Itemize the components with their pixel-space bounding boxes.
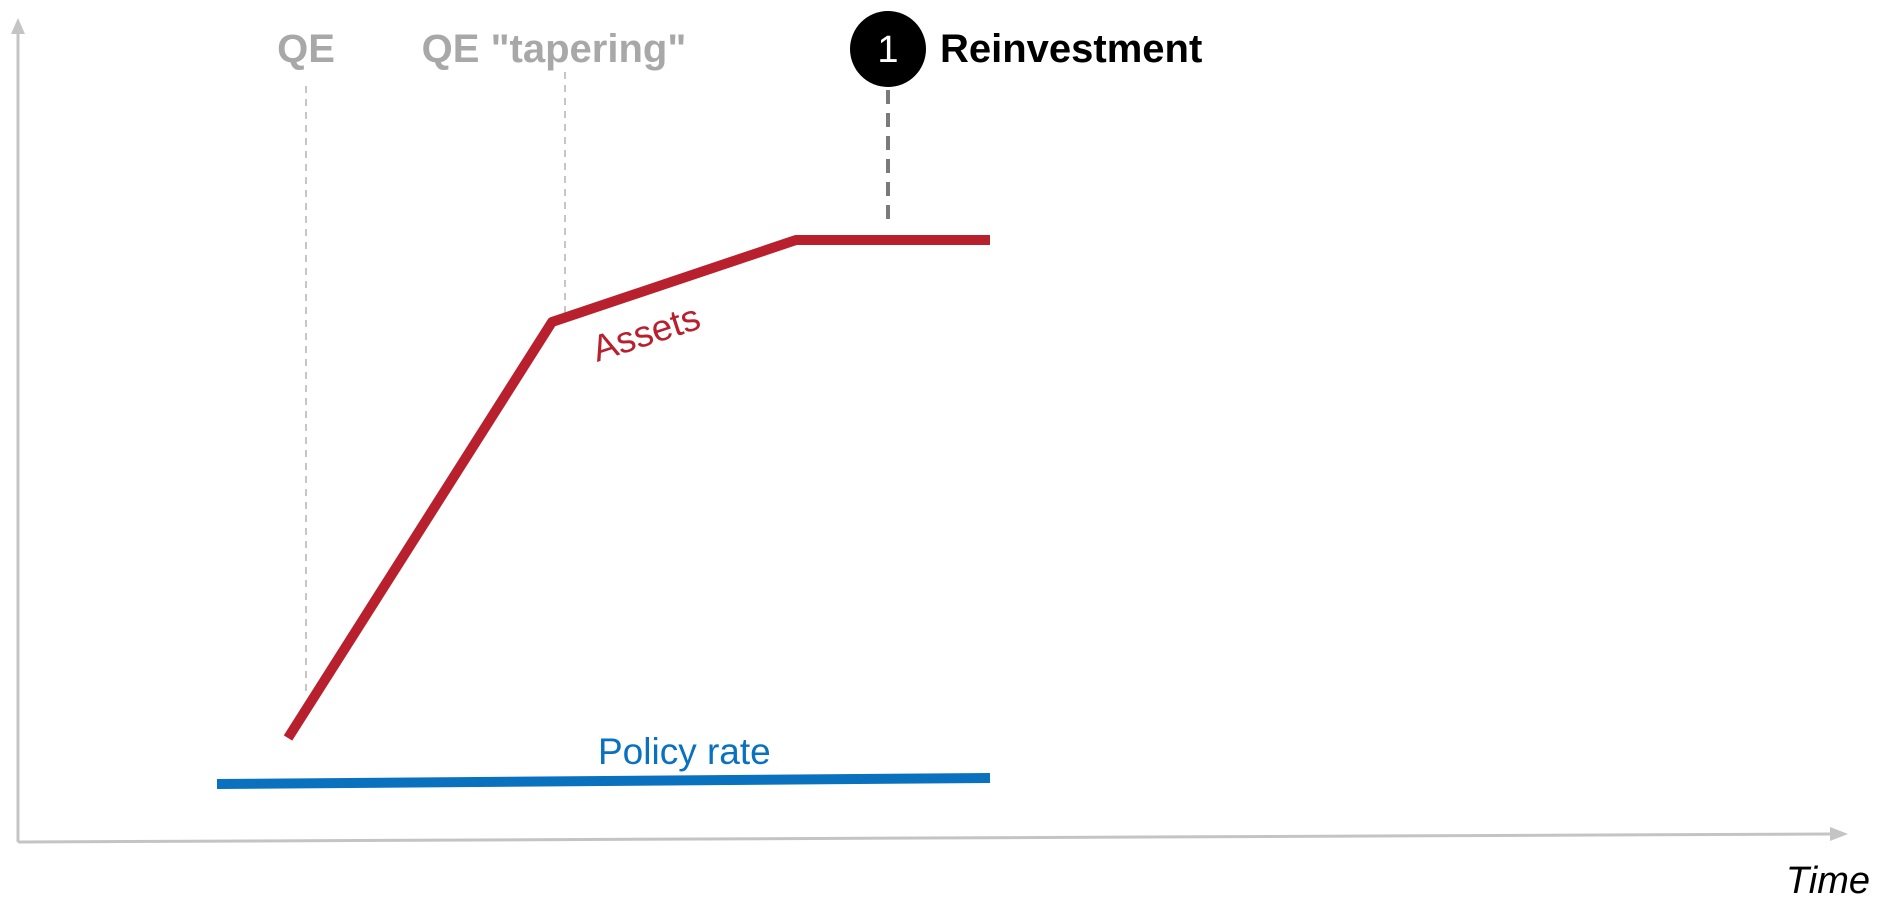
qe-label: QE [277, 27, 335, 71]
reinvestment-badge: 1 [850, 11, 926, 87]
y-axis-arrow-icon [11, 18, 25, 34]
badge-number: 1 [877, 29, 898, 71]
x-axis [17, 832, 1831, 844]
policy-rate-line [216, 773, 991, 789]
assets-line [283, 235, 990, 741]
badge-circle-icon [850, 11, 926, 87]
x-axis-label: Time [1786, 860, 1870, 901]
reinvestment-label: Reinvestment [940, 27, 1202, 71]
policy-rate-label: Policy rate [598, 731, 771, 772]
x-axis-arrow-icon [1830, 827, 1848, 841]
qe-tapering-label: QE "tapering" [422, 27, 687, 71]
phase-guides [305, 72, 890, 695]
axes [11, 18, 1848, 844]
